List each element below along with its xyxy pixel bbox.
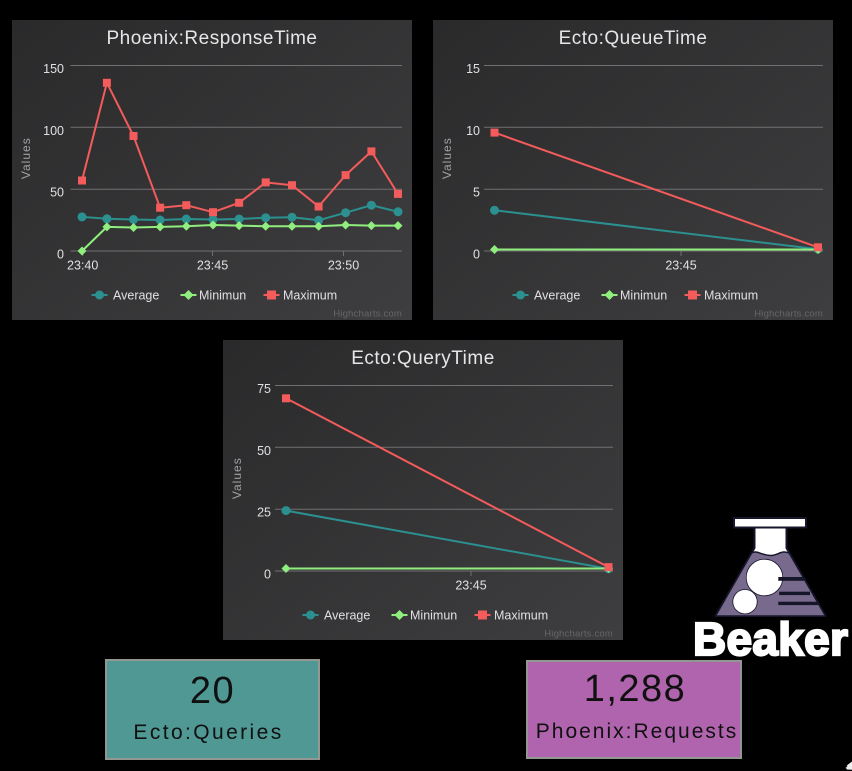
svg-text:0: 0 <box>473 248 480 262</box>
svg-text:Ecto:QueryTime: Ecto:QueryTime <box>351 348 495 369</box>
svg-text:Average: Average <box>534 289 580 303</box>
svg-text:Values: Values <box>230 457 244 499</box>
svg-text:150: 150 <box>43 62 64 76</box>
svg-text:23:45: 23:45 <box>455 578 486 592</box>
svg-text:23:45: 23:45 <box>197 258 228 272</box>
svg-text:Maximum: Maximum <box>494 609 548 623</box>
svg-text:Maximum: Maximum <box>283 289 337 303</box>
svg-text:23:40: 23:40 <box>67 258 98 272</box>
svg-text:50: 50 <box>50 186 64 200</box>
svg-text:Ecto:QueueTime: Ecto:QueueTime <box>559 28 708 49</box>
svg-text:10: 10 <box>466 124 480 138</box>
svg-text:0: 0 <box>57 248 64 262</box>
svg-text:23:50: 23:50 <box>328 258 359 272</box>
svg-text:Minimun: Minimun <box>410 609 457 623</box>
svg-text:25: 25 <box>257 506 271 520</box>
svg-text:Highcharts.com: Highcharts.com <box>754 309 823 320</box>
svg-text:Phoenix:ResponseTime: Phoenix:ResponseTime <box>106 28 317 49</box>
svg-text:Minimun: Minimun <box>620 289 667 303</box>
svg-text:100: 100 <box>43 124 64 138</box>
svg-text:15: 15 <box>466 62 480 76</box>
svg-text:23:45: 23:45 <box>665 258 696 272</box>
svg-text:75: 75 <box>257 382 271 396</box>
svg-text:Average: Average <box>113 289 159 303</box>
svg-text:Minimun: Minimun <box>199 289 246 303</box>
svg-text:Beaker: Beaker <box>693 613 848 665</box>
svg-text:Values: Values <box>440 137 454 179</box>
svg-text:Values: Values <box>19 137 33 179</box>
svg-text:Highcharts.com: Highcharts.com <box>544 629 613 640</box>
svg-text:Highcharts.com: Highcharts.com <box>333 309 402 320</box>
svg-text:Maximum: Maximum <box>704 289 758 303</box>
svg-text:5: 5 <box>473 186 480 200</box>
svg-text:50: 50 <box>257 444 271 458</box>
svg-text:0: 0 <box>264 568 271 582</box>
svg-text:Average: Average <box>324 609 370 623</box>
